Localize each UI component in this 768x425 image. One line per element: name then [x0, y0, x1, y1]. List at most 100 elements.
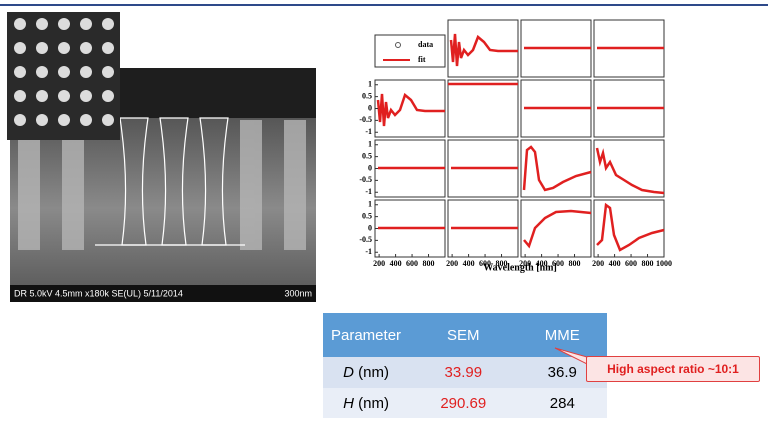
y-tick-label: 0.5 — [362, 151, 372, 160]
pillar-dot — [102, 90, 114, 102]
pillar-dot — [58, 90, 70, 102]
x-tick-label: 200 — [446, 259, 458, 268]
sem-scale: 300nm — [284, 288, 312, 298]
x-tick-label: 1000 — [656, 259, 672, 268]
mueller-matrix-plot: data fit Wavelength [nm] 1 0.5 0 -0.5 -1 1 0.5… — [359, 19, 672, 273]
legend-label: data — [418, 40, 433, 49]
mme-cell: 284 — [517, 388, 607, 418]
callout: High aspect ratio ~10:1 — [586, 356, 760, 382]
y-tick-label: 0 — [368, 223, 372, 232]
y-tick-label: -0.5 — [359, 235, 372, 244]
legend-box — [374, 34, 446, 68]
x-tick-label: 800 — [642, 259, 654, 268]
panel-curve — [449, 33, 518, 67]
x-tick-label: 800 — [569, 259, 581, 268]
x-tick-label: 400 — [463, 259, 475, 268]
y-tick-label: 1 — [368, 140, 372, 149]
pillar-dot — [14, 114, 26, 126]
fit-curve — [449, 33, 518, 67]
pillar-dot — [36, 90, 48, 102]
pillar-dot — [14, 90, 26, 102]
pillar-dot — [80, 114, 92, 126]
panel-curve — [376, 92, 445, 127]
header-cell: Parameter — [323, 313, 410, 357]
panel-curve — [522, 145, 592, 192]
panel-curve — [523, 209, 592, 249]
param-symbol: H — [343, 394, 354, 412]
header-cell: MME — [517, 313, 607, 357]
fit-curve — [522, 145, 592, 192]
panel — [447, 79, 519, 138]
pillar-dot — [58, 18, 70, 30]
x-tick-label: 600 — [479, 259, 491, 268]
table-header: Parameter SEM MME — [323, 313, 607, 357]
sem-image: DR 5.0kV 4.5mm x180k SE(UL) 5/11/2014 30… — [7, 12, 316, 302]
x-tick-label: 600 — [625, 259, 637, 268]
pillar-dot — [14, 42, 26, 54]
y-tick-label: 0.5 — [362, 211, 372, 220]
legend-label: fit — [418, 55, 426, 64]
fit-curve — [523, 209, 592, 249]
x-axis-label: Wavelength [nm] — [483, 262, 557, 273]
sem-cell: 33.99 — [409, 357, 518, 388]
param-cell: D (nm) — [323, 357, 410, 388]
x-tick-label: 200 — [519, 259, 531, 268]
pillar-dot — [58, 66, 70, 78]
x-tick-label: 800 — [496, 259, 508, 268]
panel-curve — [596, 202, 665, 252]
pillar-dot — [36, 18, 48, 30]
pillar-dot — [80, 66, 92, 78]
panel-curve — [595, 147, 665, 195]
x-tick-label: 200 — [592, 259, 604, 268]
x-tick-label: 400 — [390, 259, 402, 268]
pillar-dot — [80, 90, 92, 102]
y-tick-label: -0.5 — [359, 115, 372, 124]
y-tick-label: -1 — [365, 187, 372, 196]
panel — [593, 139, 665, 198]
pillar-dot — [36, 66, 48, 78]
y-tick-label: -1 — [365, 127, 372, 136]
param-cell: H (nm) — [323, 388, 410, 418]
pillar-dot — [80, 18, 92, 30]
panel — [593, 199, 665, 258]
pillar-dot — [102, 114, 114, 126]
fit-curve — [595, 147, 665, 195]
pillar-dot — [102, 42, 114, 54]
y-tick-label: 0.5 — [362, 91, 372, 100]
x-tick-label: 400 — [536, 259, 548, 268]
x-tick-label: 400 — [609, 259, 621, 268]
param-unit: (nm) — [358, 364, 389, 381]
x-tick-label: 800 — [423, 259, 435, 268]
pillar-dot — [80, 42, 92, 54]
pillar-dot — [58, 42, 70, 54]
y-tick-label: -1 — [365, 247, 372, 256]
result-table: Parameter SEM MME D (nm) 33.99 36.9 H (n… — [323, 313, 607, 418]
fit-curve — [376, 92, 445, 127]
pillar-dot — [36, 114, 48, 126]
param-symbol: D — [343, 364, 354, 381]
x-tick-label: 200 — [373, 259, 385, 268]
param-unit: (nm) — [358, 394, 389, 412]
fit-curve — [596, 202, 665, 252]
y-tick-label: 1 — [368, 200, 372, 209]
top-rule — [0, 4, 768, 6]
y-tick-label: 0 — [368, 103, 372, 112]
x-tick-label: 600 — [552, 259, 564, 268]
sem-cell: 290.69 — [409, 388, 518, 418]
pillar-dot — [14, 66, 26, 78]
table-row: H (nm) 290.69 284 — [323, 388, 607, 418]
pillar-dot — [36, 42, 48, 54]
legend-data-marker — [395, 42, 401, 48]
pillar-dot — [102, 18, 114, 30]
y-tick-label: 0 — [368, 163, 372, 172]
header-cell: SEM — [409, 313, 518, 357]
y-tick-label: -0.5 — [359, 175, 372, 184]
pillar-dot — [58, 114, 70, 126]
table-row: D (nm) 33.99 36.9 — [323, 357, 607, 388]
panel — [520, 199, 592, 258]
x-tick-label: 600 — [406, 259, 418, 268]
y-tick-label: 1 — [368, 80, 372, 89]
pillar-dot — [102, 66, 114, 78]
callout-pointer — [554, 347, 588, 365]
